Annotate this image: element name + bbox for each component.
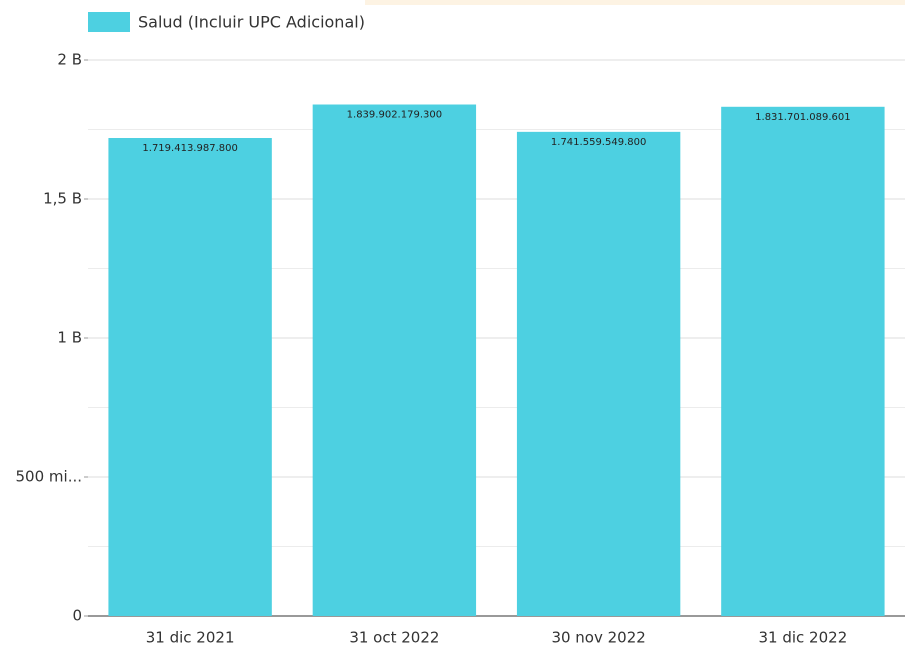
y-tick-label: 2 B [57,51,82,69]
legend-swatch [88,12,130,32]
value-label: 1.831.701.089.601 [755,112,850,123]
y-tick-label: 0 [72,607,82,625]
bar [516,131,681,617]
value-label: 1.839.902.179.300 [347,110,442,121]
x-tick-label: 31 dic 2021 [146,629,235,647]
top-strip [365,0,905,5]
value-label: 1.741.559.549.800 [551,137,646,148]
value-label: 1.719.413.987.800 [142,143,237,154]
x-tick-label: 30 nov 2022 [551,629,645,647]
x-tick-label: 31 dic 2022 [759,629,848,647]
bar [108,138,272,616]
bar [721,106,885,616]
bar [312,104,477,616]
x-tick-label: 31 oct 2022 [349,629,439,647]
legend-label: Salud (Incluir UPC Adicional) [138,13,365,32]
y-tick-label: 1,5 B [43,190,82,208]
y-tick-label: 1 B [57,329,82,347]
y-tick-label: 500 mi... [16,468,82,486]
